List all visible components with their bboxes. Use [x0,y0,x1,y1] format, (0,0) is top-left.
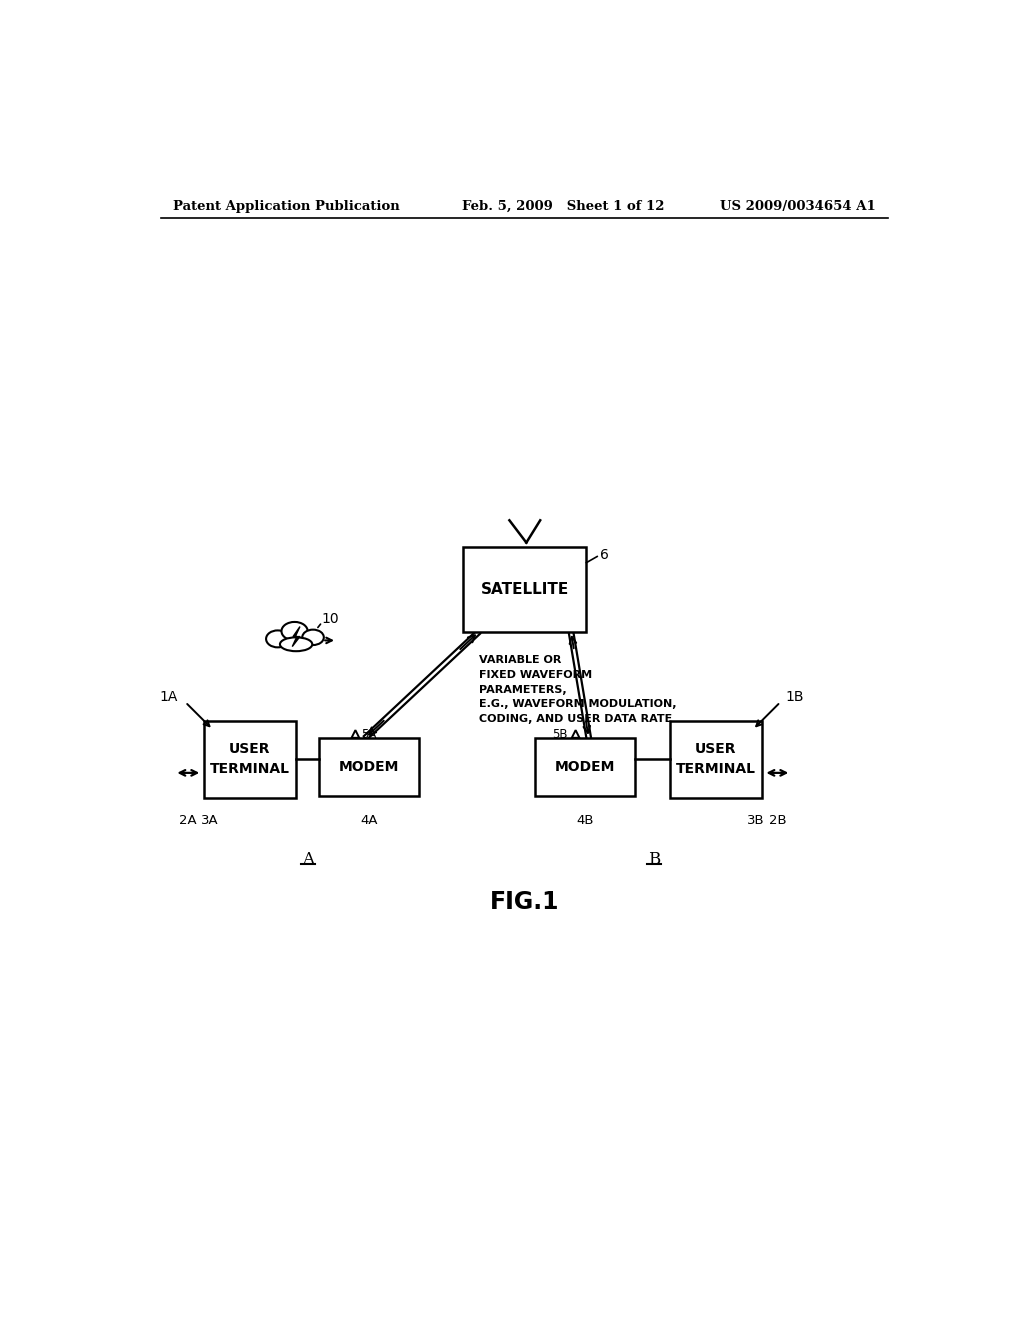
Text: B: B [648,851,660,869]
Text: MODEM: MODEM [339,760,399,774]
Text: USER
TERMINAL: USER TERMINAL [676,742,756,776]
Polygon shape [351,730,359,738]
Text: A: A [302,851,313,869]
Bar [535,738,635,796]
Text: 5B: 5B [552,729,568,742]
Ellipse shape [268,624,324,652]
Text: 1B: 1B [785,690,804,705]
Bar [204,721,296,797]
Text: Feb. 5, 2009   Sheet 1 of 12: Feb. 5, 2009 Sheet 1 of 12 [462,199,665,213]
Text: 10: 10 [322,612,339,626]
Text: MODEM: MODEM [555,760,615,774]
Text: 4A: 4A [360,814,378,828]
Text: 2A: 2A [179,814,198,828]
Text: FIG.1: FIG.1 [490,890,559,913]
Ellipse shape [282,622,307,640]
Bar [463,548,587,632]
Polygon shape [571,730,580,738]
Bar [319,738,419,796]
Text: 6: 6 [600,548,609,562]
Ellipse shape [302,630,324,645]
Text: 2B: 2B [769,814,786,828]
Ellipse shape [266,631,289,647]
Text: 1A: 1A [159,690,177,705]
Bar [670,721,762,797]
Text: 3B: 3B [746,814,765,828]
Text: Patent Application Publication: Patent Application Publication [173,199,399,213]
Text: US 2009/0034654 A1: US 2009/0034654 A1 [720,199,876,213]
Ellipse shape [280,638,312,651]
Text: VARIABLE OR
FIXED WAVEFORM
PARAMETERS,
E.G., WAVEFORM MODULATION,
CODING, AND US: VARIABLE OR FIXED WAVEFORM PARAMETERS, E… [478,655,676,725]
Polygon shape [292,627,300,647]
Text: 3A: 3A [201,814,219,828]
Text: SATELLITE: SATELLITE [480,582,569,597]
Text: USER
TERMINAL: USER TERMINAL [210,742,290,776]
Text: 5A: 5A [361,729,377,742]
Text: 4B: 4B [577,814,594,828]
